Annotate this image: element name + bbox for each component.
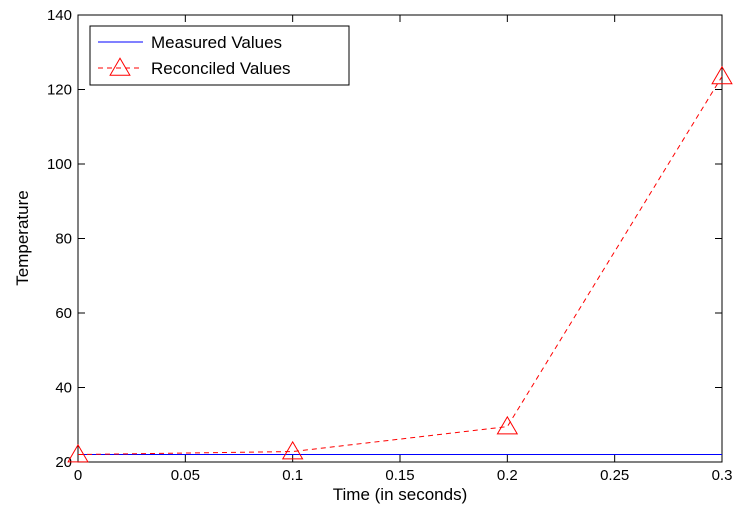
series-layer xyxy=(67,65,733,463)
y-axis-title: Temperature xyxy=(13,190,32,285)
legend-item: Reconciled Values xyxy=(98,57,291,78)
legend-label: Measured Values xyxy=(151,33,282,52)
series-reconciled-values xyxy=(67,65,733,463)
axis-ticks xyxy=(77,14,723,463)
data-point-marker xyxy=(281,440,304,460)
data-point-marker xyxy=(496,415,519,435)
y-tick-label: 120 xyxy=(47,82,72,99)
x-tick-label: 0.05 xyxy=(171,467,200,484)
x-tick-label: 0.3 xyxy=(712,467,733,484)
x-tick-label: 0.2 xyxy=(497,467,518,484)
x-tick-label: 0.15 xyxy=(385,467,414,484)
y-tick-label: 60 xyxy=(55,305,72,322)
legend-marker xyxy=(109,57,131,76)
y-tick-label: 20 xyxy=(55,454,72,471)
plot-area xyxy=(77,14,723,463)
legend: Measured Values Reconciled Values xyxy=(89,25,350,86)
legend-label: Reconciled Values xyxy=(151,59,291,78)
tick-labels: 0 0.05 0.1 0.15 0.2 0.25 0.3 20 40 60 80 100 120 140 xyxy=(47,7,732,484)
legend-box xyxy=(89,25,350,86)
data-point-marker xyxy=(67,443,89,463)
x-tick-label: 0.25 xyxy=(600,467,629,484)
legend-item: Measured Values xyxy=(98,33,282,52)
x-tick-label: 0.1 xyxy=(282,467,303,484)
y-tick-label: 80 xyxy=(55,231,72,248)
y-tick-label: 140 xyxy=(47,7,72,24)
y-tick-label: 100 xyxy=(47,156,72,173)
legend-items: Measured Values Reconciled Values xyxy=(98,33,291,78)
x-tick-label: 0 xyxy=(74,467,82,484)
x-axis-title: Time (in seconds) xyxy=(333,485,467,504)
data-point-marker xyxy=(711,65,733,85)
y-tick-label: 40 xyxy=(55,380,72,397)
